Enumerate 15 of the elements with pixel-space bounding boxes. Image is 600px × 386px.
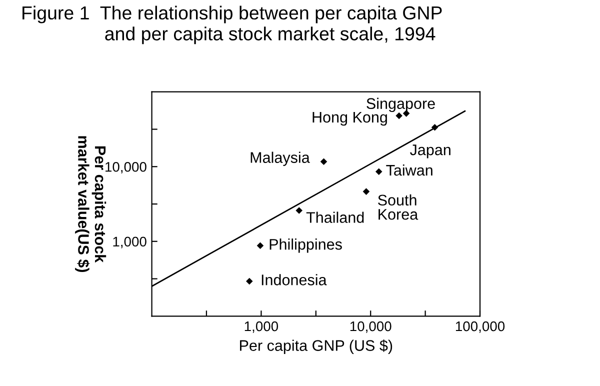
annotation: South Korea [378,194,418,220]
x-tick-label: 10,000 [350,321,392,333]
annotation: Taiwan [386,164,432,176]
annotation: Malaysia [250,152,310,166]
annotation: Philippines [270,238,342,253]
x-tick-label: 100,000 [456,321,505,333]
annotation: Thailand [306,212,364,223]
x-tick-label: 1,000 [244,321,278,333]
annotation: Indonesia [262,274,327,286]
y-axis-title: Per capita stock market value(US $) [75,136,106,272]
annotation: Hong Kong [312,112,387,126]
x-axis-title: Per capita GNP (US $) [240,340,392,354]
annotation: Japan [410,144,450,158]
annotation: Singapore [366,98,435,112]
chart-title: Figure 1 The relationship between per capita GNP and per capita stock market scale, 1994 [22,6,442,44]
